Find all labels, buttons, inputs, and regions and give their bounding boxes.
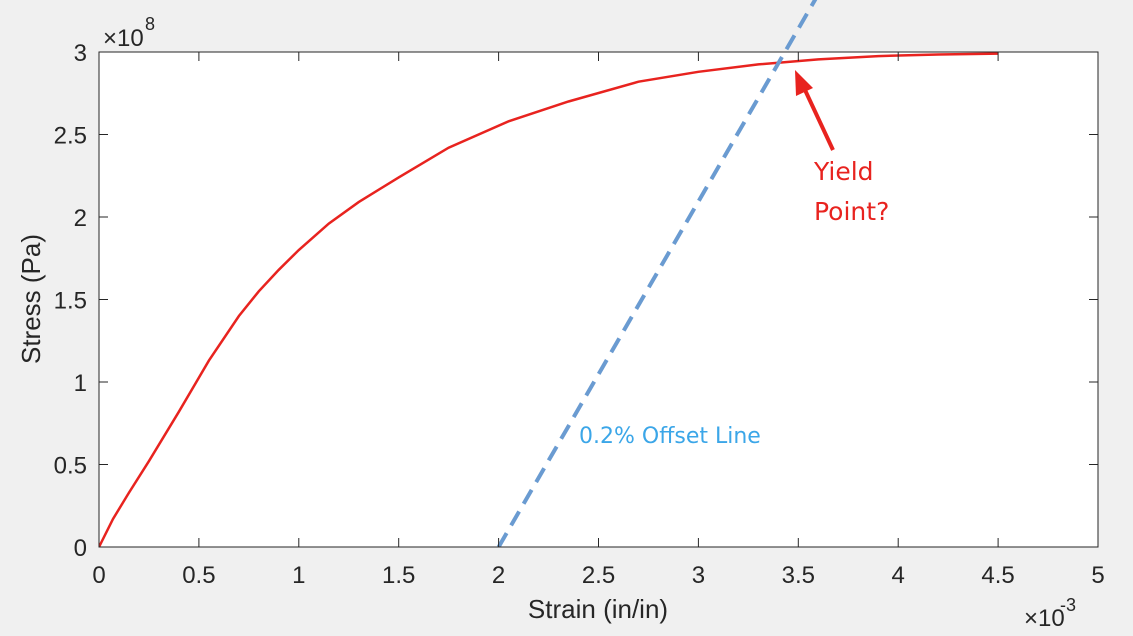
y-axis-label: Stress (Pa) bbox=[16, 234, 46, 364]
offset-line-series bbox=[496, 0, 818, 547]
x-tick-label: 0.5 bbox=[182, 562, 215, 589]
plot-area bbox=[99, 52, 1098, 547]
axes-layer: 0 0.5 1 1.5 2 2.5 3 3.5 4 4.5 5 0 0.5 1 1.5 2 2.5 3 bbox=[54, 40, 1105, 589]
y-tick-label: 0 bbox=[74, 535, 87, 562]
x-tick-label: 5 bbox=[1091, 562, 1104, 589]
offset-line-label: 0.2% Offset Line bbox=[579, 424, 761, 449]
y-tick-label: 3 bbox=[74, 40, 87, 67]
x-tick-label: 2.5 bbox=[582, 562, 615, 589]
x-tick-label: 1 bbox=[292, 562, 305, 589]
x-tick-label: 0 bbox=[92, 562, 105, 589]
y-exponent: ×10 8 bbox=[103, 14, 155, 52]
svg-text:×10: ×10 bbox=[103, 25, 144, 52]
yield-point-annotation: Yield Point? bbox=[795, 70, 889, 226]
yield-arrow-head bbox=[795, 70, 813, 96]
x-tick-label: 3.5 bbox=[782, 562, 815, 589]
x-exponent: ×10 -3 bbox=[1024, 595, 1076, 632]
yield-arrow-shaft bbox=[803, 89, 835, 151]
yield-label-line2: Point? bbox=[814, 197, 889, 226]
y-tick-label: 2 bbox=[74, 205, 87, 232]
svg-text:-3: -3 bbox=[1060, 595, 1076, 615]
x-tick-label: 4 bbox=[892, 562, 905, 589]
y-tick-label: 1.5 bbox=[54, 288, 87, 315]
yield-label-line1: Yield bbox=[813, 157, 874, 186]
y-tick-label: 2.5 bbox=[54, 123, 87, 150]
svg-text:×10: ×10 bbox=[1024, 605, 1065, 632]
x-tick-label: 3 bbox=[692, 562, 705, 589]
svg-text:8: 8 bbox=[145, 14, 155, 34]
x-tick-label: 2 bbox=[492, 562, 505, 589]
y-tick-label: 1 bbox=[74, 370, 87, 397]
x-axis-label: Strain (in/in) bbox=[528, 594, 668, 624]
x-tick-label: 1.5 bbox=[382, 562, 415, 589]
x-tick-label: 4.5 bbox=[981, 562, 1014, 589]
series-layer bbox=[99, 0, 999, 547]
y-tick-label: 0.5 bbox=[54, 453, 87, 480]
